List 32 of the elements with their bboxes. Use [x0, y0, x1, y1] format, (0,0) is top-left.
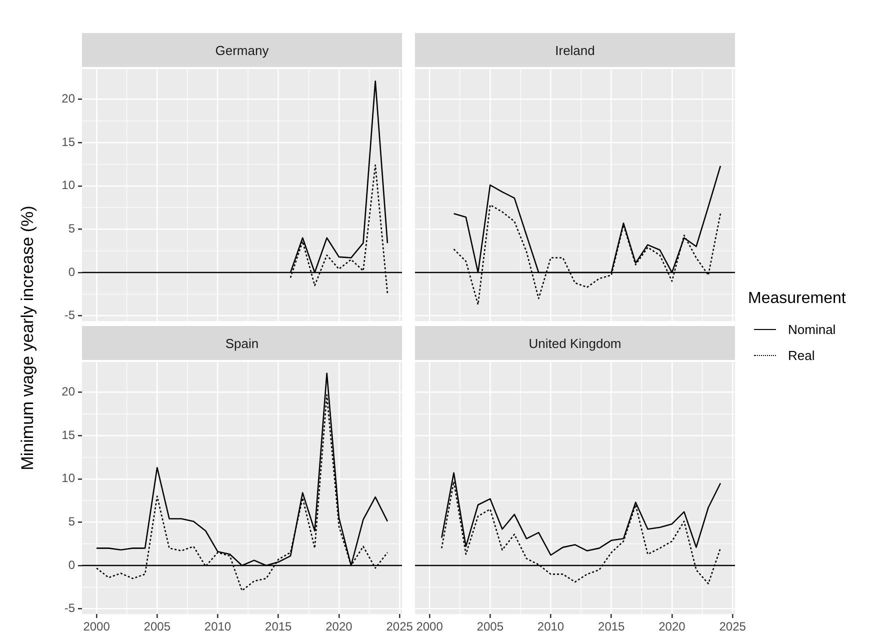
x-tick-label: 2005 — [476, 620, 504, 634]
legend-label: Real — [788, 348, 815, 362]
legend-label: Nominal — [788, 322, 836, 336]
chart-title: Germany — [82, 33, 402, 67]
x-tick-label: 2010 — [204, 620, 232, 634]
y-tick-label: -5 — [64, 308, 76, 322]
y-tick-label: -5 — [64, 601, 76, 616]
y-tick-label: 5 — [68, 514, 76, 529]
x-tick-label: 2025 — [719, 620, 746, 634]
chart-title: United Kingdom — [415, 326, 735, 360]
x-tick-label: 2005 — [144, 620, 171, 634]
x-tick-label: 2020 — [658, 620, 686, 634]
chart-title: Ireland — [415, 33, 735, 67]
x-tick-label: 2025 — [386, 620, 414, 634]
chart-title: Spain — [82, 326, 402, 360]
y-tick-label: 20 — [62, 384, 76, 399]
x-tick-label: 2020 — [326, 620, 353, 634]
x-tick-label: 2010 — [537, 620, 564, 634]
y-tick-label: 0 — [68, 264, 76, 279]
y-tick-label: 15 — [62, 428, 76, 442]
y-tick-label: 10 — [62, 471, 76, 486]
x-tick-label: 2000 — [83, 620, 110, 634]
y-tick-label: 20 — [62, 92, 76, 106]
y-tick-label: 10 — [62, 178, 76, 192]
x-tick-label: 2015 — [598, 620, 626, 634]
x-tick-label: 2015 — [265, 620, 292, 634]
y-axis-title: Minimum wage yearly increase (%) — [18, 206, 38, 470]
legend-title: Measurement — [748, 290, 846, 308]
y-tick-label: 15 — [62, 134, 76, 149]
y-tick-label: 5 — [68, 222, 76, 236]
x-tick-label: 2000 — [416, 620, 444, 634]
y-tick-label: 0 — [68, 558, 76, 572]
